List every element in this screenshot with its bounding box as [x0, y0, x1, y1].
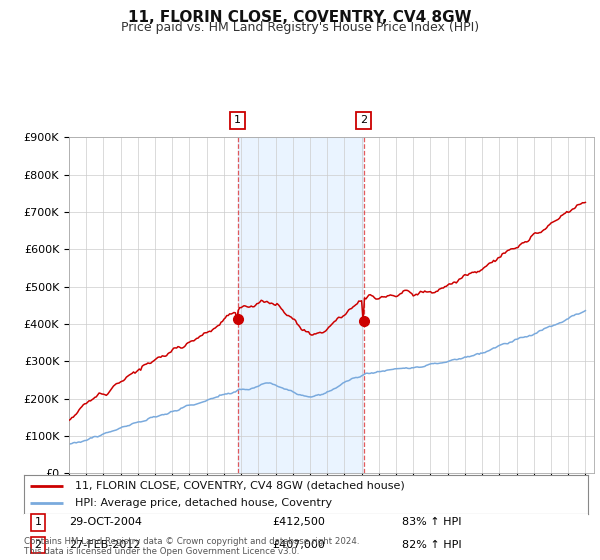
- Text: 11, FLORIN CLOSE, COVENTRY, CV4 8GW (detached house): 11, FLORIN CLOSE, COVENTRY, CV4 8GW (det…: [75, 480, 404, 491]
- Text: £407,000: £407,000: [272, 540, 325, 550]
- Text: 2: 2: [35, 540, 41, 550]
- Text: 1: 1: [234, 115, 241, 125]
- Text: Contains HM Land Registry data © Crown copyright and database right 2024.
This d: Contains HM Land Registry data © Crown c…: [24, 536, 359, 556]
- Text: 27-FEB-2012: 27-FEB-2012: [69, 540, 140, 550]
- Text: 11, FLORIN CLOSE, COVENTRY, CV4 8GW: 11, FLORIN CLOSE, COVENTRY, CV4 8GW: [128, 10, 472, 25]
- Text: £412,500: £412,500: [272, 517, 325, 528]
- Text: 82% ↑ HPI: 82% ↑ HPI: [402, 540, 461, 550]
- Text: 2: 2: [360, 115, 367, 125]
- Text: 1: 1: [35, 517, 41, 528]
- Text: 83% ↑ HPI: 83% ↑ HPI: [402, 517, 461, 528]
- Text: Price paid vs. HM Land Registry's House Price Index (HPI): Price paid vs. HM Land Registry's House …: [121, 21, 479, 34]
- Text: 29-OCT-2004: 29-OCT-2004: [69, 517, 142, 528]
- Text: HPI: Average price, detached house, Coventry: HPI: Average price, detached house, Cove…: [75, 498, 332, 508]
